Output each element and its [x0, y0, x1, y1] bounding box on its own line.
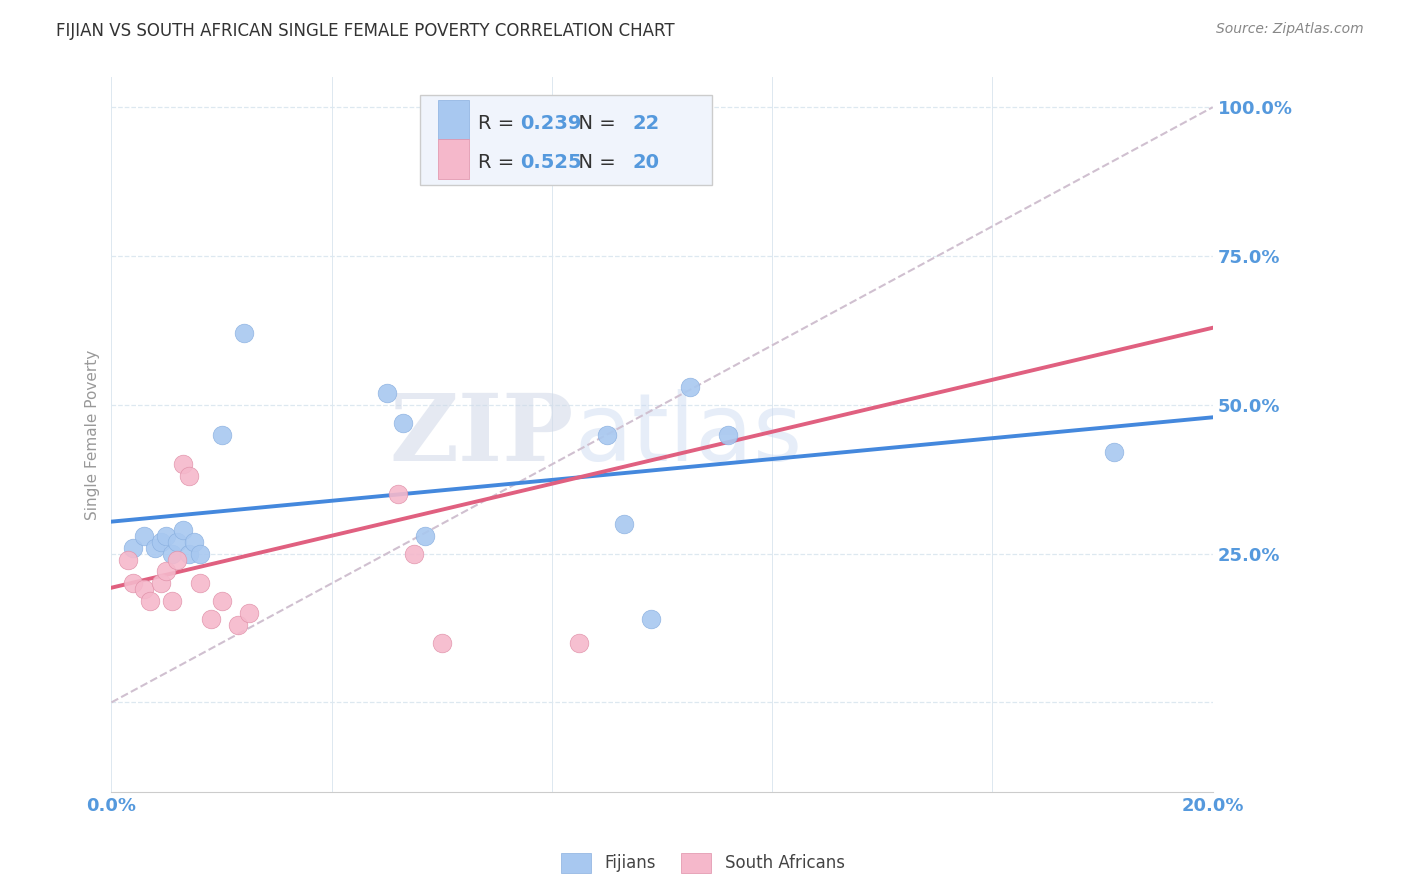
FancyBboxPatch shape: [439, 100, 470, 139]
Point: [183, 534, 205, 549]
Point: [160, 547, 183, 561]
Text: 22: 22: [633, 114, 659, 133]
Point: [149, 576, 172, 591]
Point: [612, 516, 634, 531]
Point: [430, 636, 453, 650]
Text: R =: R =: [478, 153, 520, 172]
Point: [717, 427, 740, 442]
FancyBboxPatch shape: [439, 139, 470, 178]
Text: atlas: atlas: [574, 389, 803, 481]
Point: [139, 594, 162, 608]
Point: [149, 534, 172, 549]
Point: [155, 565, 177, 579]
Point: [387, 487, 409, 501]
Legend: Fijians, South Africans: Fijians, South Africans: [555, 847, 851, 880]
Text: 0.525: 0.525: [520, 153, 582, 172]
Point: [375, 385, 398, 400]
Point: [122, 541, 145, 555]
Point: [226, 618, 249, 632]
Point: [188, 547, 211, 561]
Point: [238, 606, 260, 620]
Point: [640, 612, 662, 626]
Point: [404, 547, 426, 561]
Point: [392, 416, 415, 430]
Point: [596, 427, 619, 442]
Point: [177, 547, 200, 561]
Point: [188, 576, 211, 591]
Point: [122, 576, 145, 591]
Point: [145, 541, 167, 555]
Point: [568, 636, 591, 650]
Point: [413, 529, 436, 543]
Point: [678, 380, 700, 394]
Point: [1102, 445, 1125, 459]
Point: [166, 552, 188, 566]
Point: [166, 534, 188, 549]
Point: [134, 582, 156, 597]
Point: [134, 529, 156, 543]
Text: N =: N =: [567, 153, 623, 172]
Point: [232, 326, 254, 341]
Point: [172, 458, 194, 472]
Point: [177, 469, 200, 483]
Y-axis label: Single Female Poverty: Single Female Poverty: [86, 350, 100, 520]
Point: [155, 529, 177, 543]
Text: FIJIAN VS SOUTH AFRICAN SINGLE FEMALE POVERTY CORRELATION CHART: FIJIAN VS SOUTH AFRICAN SINGLE FEMALE PO…: [56, 22, 675, 40]
Text: 0.239: 0.239: [520, 114, 581, 133]
FancyBboxPatch shape: [420, 95, 711, 185]
Text: N =: N =: [567, 114, 623, 133]
Text: 20: 20: [633, 153, 659, 172]
Point: [200, 612, 222, 626]
Text: ZIP: ZIP: [389, 390, 574, 480]
Point: [211, 427, 233, 442]
Text: Source: ZipAtlas.com: Source: ZipAtlas.com: [1216, 22, 1364, 37]
Point: [117, 552, 139, 566]
Point: [172, 523, 194, 537]
Point: [211, 594, 233, 608]
Point: [475, 118, 498, 132]
Text: R =: R =: [478, 114, 520, 133]
Point: [160, 594, 183, 608]
